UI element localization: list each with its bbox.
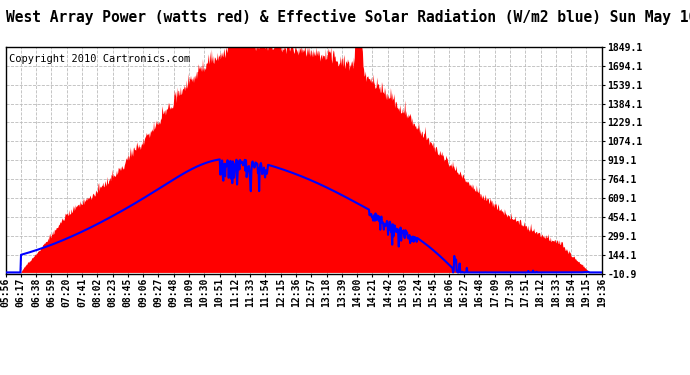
- Text: Copyright 2010 Cartronics.com: Copyright 2010 Cartronics.com: [8, 54, 190, 64]
- Text: West Array Power (watts red) & Effective Solar Radiation (W/m2 blue) Sun May 16 : West Array Power (watts red) & Effective…: [6, 9, 690, 26]
